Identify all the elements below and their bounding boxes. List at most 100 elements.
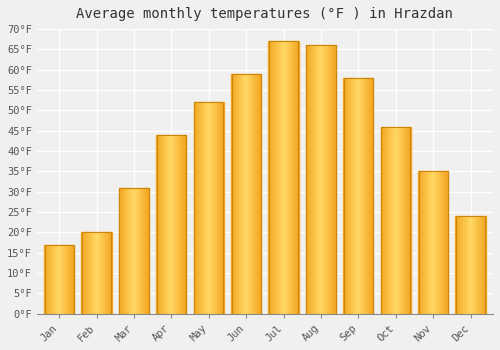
Bar	[320, 45, 321, 314]
Bar	[64, 245, 65, 314]
Bar	[276, 41, 278, 314]
Bar	[210, 102, 211, 314]
Bar	[242, 74, 243, 314]
Bar	[51, 245, 52, 314]
Bar	[392, 127, 394, 314]
Bar	[248, 74, 249, 314]
Bar	[110, 232, 112, 314]
Bar	[318, 45, 319, 314]
Bar	[462, 216, 464, 314]
Bar	[323, 45, 324, 314]
Bar	[239, 74, 240, 314]
Bar	[132, 188, 133, 314]
Bar	[58, 245, 59, 314]
Bar	[335, 45, 336, 314]
Bar	[432, 172, 433, 314]
Bar	[120, 188, 121, 314]
Bar	[331, 45, 332, 314]
Bar	[49, 245, 50, 314]
Bar	[170, 135, 172, 314]
Bar	[400, 127, 401, 314]
Bar	[82, 232, 84, 314]
Bar	[146, 188, 147, 314]
Bar	[125, 188, 126, 314]
Bar	[63, 245, 64, 314]
Bar	[382, 127, 384, 314]
Bar	[313, 45, 314, 314]
Bar	[370, 78, 372, 314]
Bar	[182, 135, 184, 314]
Bar	[329, 45, 330, 314]
Bar	[46, 245, 47, 314]
Bar	[424, 172, 425, 314]
Bar	[128, 188, 129, 314]
Bar	[443, 172, 444, 314]
Bar	[368, 78, 370, 314]
Bar	[120, 188, 148, 314]
Bar	[394, 127, 396, 314]
Bar	[286, 41, 288, 314]
Bar	[236, 74, 237, 314]
Bar	[399, 127, 400, 314]
Bar	[60, 245, 61, 314]
Bar	[94, 232, 96, 314]
Bar	[308, 45, 309, 314]
Bar	[409, 127, 410, 314]
Bar	[255, 74, 256, 314]
Bar	[427, 172, 428, 314]
Bar	[73, 245, 74, 314]
Bar	[55, 245, 56, 314]
Bar	[102, 232, 104, 314]
Bar	[119, 188, 120, 314]
Bar	[86, 232, 88, 314]
Bar	[421, 172, 422, 314]
Bar	[362, 78, 364, 314]
Bar	[245, 74, 246, 314]
Bar	[390, 127, 392, 314]
Bar	[139, 188, 140, 314]
Bar	[356, 78, 358, 314]
Bar	[396, 127, 397, 314]
Bar	[419, 172, 420, 314]
Bar	[328, 45, 329, 314]
Bar	[208, 102, 209, 314]
Bar	[296, 41, 298, 314]
Bar	[388, 127, 390, 314]
Bar	[332, 45, 333, 314]
Bar	[257, 74, 258, 314]
Bar	[310, 45, 311, 314]
Bar	[260, 74, 261, 314]
Bar	[206, 102, 208, 314]
Bar	[456, 216, 485, 314]
Bar	[472, 216, 474, 314]
Bar	[238, 74, 239, 314]
Bar	[309, 45, 310, 314]
Bar	[144, 188, 145, 314]
Bar	[402, 127, 403, 314]
Bar	[346, 78, 348, 314]
Bar	[134, 188, 135, 314]
Bar	[127, 188, 128, 314]
Bar	[350, 78, 352, 314]
Bar	[398, 127, 399, 314]
Bar	[84, 232, 86, 314]
Bar	[82, 232, 111, 314]
Bar	[311, 45, 312, 314]
Bar	[420, 172, 421, 314]
Bar	[324, 45, 325, 314]
Bar	[396, 127, 398, 314]
Bar	[408, 127, 409, 314]
Bar	[433, 172, 434, 314]
Bar	[386, 127, 388, 314]
Bar	[136, 188, 137, 314]
Bar	[325, 45, 326, 314]
Bar	[50, 245, 51, 314]
Bar	[124, 188, 125, 314]
Bar	[431, 172, 432, 314]
Bar	[476, 216, 478, 314]
Bar	[480, 216, 482, 314]
Bar	[62, 245, 63, 314]
Bar	[364, 78, 366, 314]
Bar	[484, 216, 486, 314]
Bar	[294, 41, 296, 314]
